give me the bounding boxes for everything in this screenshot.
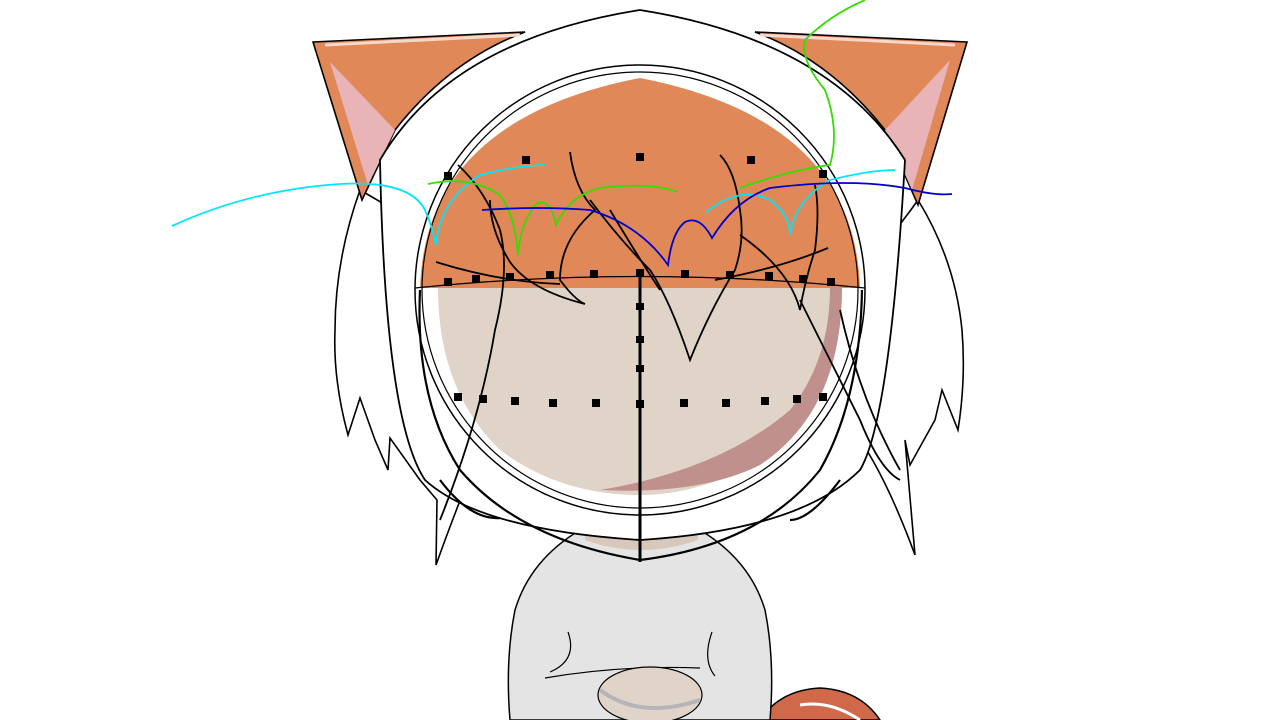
left-cat-ear	[311, 31, 526, 203]
hair-strand-lines	[435, 151, 901, 521]
green-guide-lines	[427, 0, 866, 256]
tail	[759, 687, 881, 720]
cyan-guide-lines	[171, 164, 896, 246]
blue-guide-lines	[481, 182, 953, 268]
guide-dots	[444, 153, 835, 408]
crossed-hand	[597, 666, 703, 720]
